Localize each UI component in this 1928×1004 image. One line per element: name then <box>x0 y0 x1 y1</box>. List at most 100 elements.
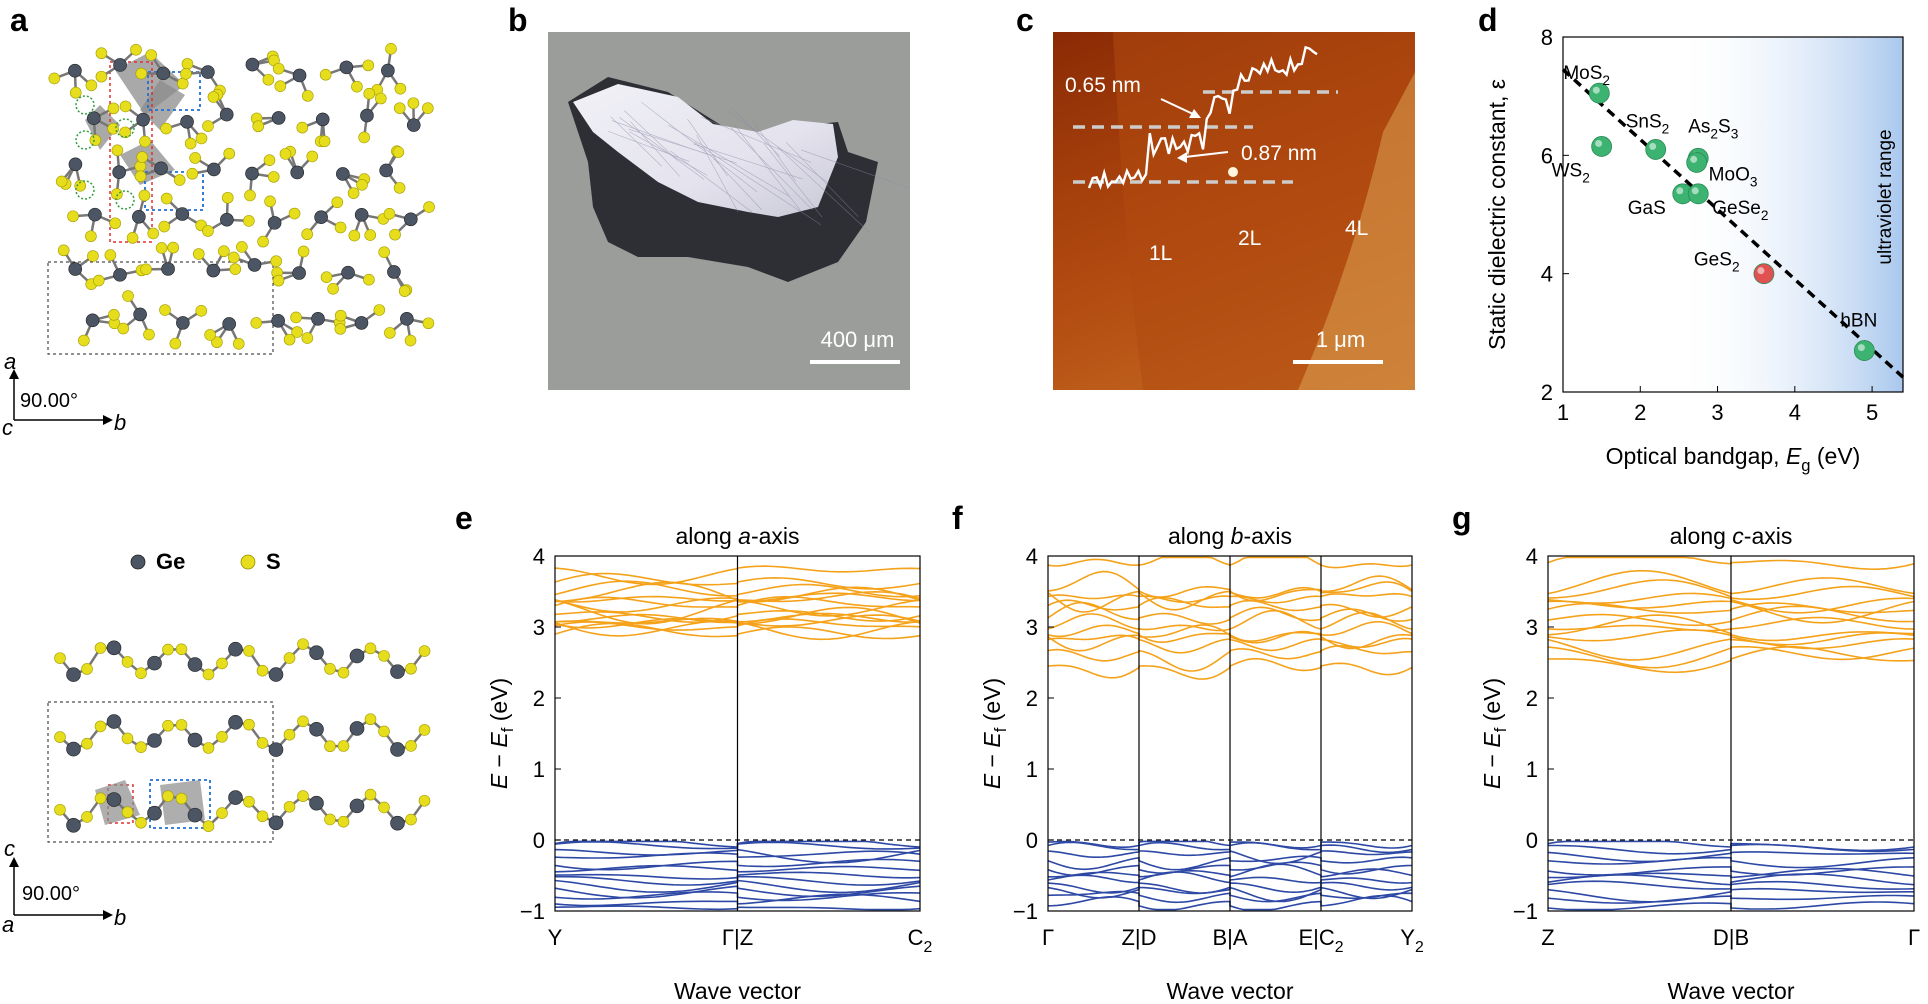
crystal-streak <box>629 131 708 176</box>
region-label-4l: 4L <box>1345 217 1369 240</box>
s-atom <box>337 815 350 828</box>
ge-atom <box>341 265 355 280</box>
crystal-streak <box>668 124 790 197</box>
s-atom <box>95 47 108 60</box>
ge-atom <box>315 112 330 127</box>
s-atom <box>378 801 390 814</box>
s-atom <box>202 668 215 681</box>
ge-atom <box>390 742 405 757</box>
ge-atom <box>379 163 393 178</box>
highlight-blue-box <box>147 71 201 111</box>
band-structure-c-axis: along c-axis −1 0 1 2 3 4 Z D|B Γ Wave vector E − E… <box>1479 523 1920 1004</box>
s-atom <box>138 189 151 202</box>
s-atom <box>256 810 269 823</box>
ge-atom <box>113 58 127 72</box>
s-atom <box>290 311 302 324</box>
ge-atom <box>206 263 221 278</box>
s-atom <box>398 285 411 297</box>
s-atom <box>407 97 420 109</box>
ge-atom <box>245 57 260 72</box>
ge-atom <box>187 732 203 748</box>
ge-atom <box>271 314 285 328</box>
s-atom <box>175 719 188 731</box>
s-atom <box>162 719 174 732</box>
crystal-streak <box>696 134 739 213</box>
y-tick-label: 2 <box>1526 686 1538 711</box>
ge-atom <box>106 640 122 656</box>
ge-atom <box>66 667 81 682</box>
point-label-mos2: MoS2 <box>1563 63 1610 88</box>
highlight-green-ring <box>115 118 135 138</box>
s-atom <box>363 273 375 286</box>
s-legend-label: S <box>266 549 281 574</box>
crystal-streak <box>726 110 829 184</box>
ge-atom <box>187 657 203 672</box>
s-atom <box>107 122 119 135</box>
s-atom <box>296 121 309 134</box>
ge-atom <box>354 316 369 330</box>
s-atom <box>418 645 431 657</box>
ge-atom <box>207 162 221 177</box>
s-atom <box>272 274 285 287</box>
y-tick-label: 1 <box>533 757 545 782</box>
y-tick-label: 2 <box>1541 380 1553 405</box>
region-label-2l: 2L <box>1238 227 1262 250</box>
plot-frame <box>1047 555 1413 912</box>
point-label-hbn: hBN <box>1840 311 1877 332</box>
point-label-moo3: MoO3 <box>1709 164 1758 189</box>
point-highlight <box>1592 86 1600 94</box>
s-atom <box>288 207 301 220</box>
s-atom <box>78 334 90 347</box>
ge-atom <box>387 265 401 279</box>
point-label-ges2: GeS2 <box>1694 250 1740 275</box>
panel-letter-g: g <box>1452 500 1472 536</box>
band-structure-b-axis: along b-axis −1 0 1 2 3 4 Γ Z|D B|A E|C2 Y2 Wave vec… <box>979 523 1424 1004</box>
region-4l <box>1298 72 1415 390</box>
ge-atom <box>161 262 175 276</box>
s-atom <box>264 195 276 208</box>
s-atom <box>378 725 390 738</box>
s-atom <box>389 228 401 241</box>
s-atom <box>243 795 255 808</box>
s-atom <box>181 58 194 70</box>
s-atom <box>362 59 375 72</box>
ge-atom <box>68 262 83 276</box>
polyhedron <box>115 52 185 115</box>
ge-atom <box>247 258 262 272</box>
k-point-label: B|A <box>1212 925 1247 950</box>
s-atom <box>394 82 407 95</box>
s-atom <box>422 317 435 330</box>
axis-label-c-bottom: c <box>4 836 15 861</box>
ge-atom <box>222 317 236 331</box>
x-tick-label: 4 <box>1789 400 1801 425</box>
y-axis-label: Static dielectric constant, ε <box>1484 79 1510 350</box>
s-atom <box>134 170 147 183</box>
crystal-streak <box>752 121 796 182</box>
s-atom <box>195 305 208 317</box>
ge-atom <box>219 107 234 122</box>
s-atom <box>192 248 205 260</box>
s-atom <box>94 792 107 805</box>
s-atom <box>175 792 188 805</box>
ge-atom <box>180 115 194 129</box>
ge-atom <box>309 645 324 660</box>
s-atom <box>318 135 331 148</box>
ge-legend-dot <box>130 554 146 570</box>
highlight-green-ring <box>75 130 95 150</box>
s-atom <box>211 336 223 349</box>
s-atom <box>117 322 130 335</box>
s-atom <box>306 150 319 163</box>
s-atom <box>319 68 332 81</box>
point-highlight <box>1649 142 1657 150</box>
s-atom <box>364 788 377 801</box>
s-atom <box>270 255 282 267</box>
s-atom <box>262 73 275 86</box>
crystal-streak <box>801 149 910 189</box>
s-atom <box>184 137 197 150</box>
s-atom <box>418 794 431 807</box>
s-atom <box>85 79 98 92</box>
ge-atom <box>187 807 203 823</box>
ge-atom <box>66 741 81 757</box>
k-point-label: Y2 <box>1400 925 1424 956</box>
panel-letter-f: f <box>952 500 963 536</box>
